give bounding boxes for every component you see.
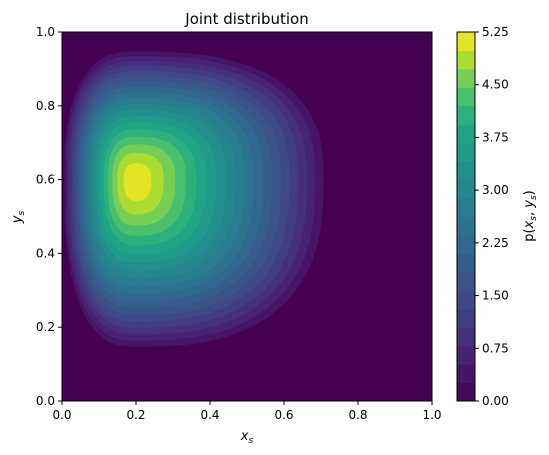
- colorbar-segment: [457, 87, 475, 107]
- plot-frame: [61, 31, 433, 402]
- colorbar-segment: [457, 327, 475, 347]
- y-tick-label: 0.6: [36, 173, 55, 187]
- colorbar-segment: [457, 382, 475, 402]
- colorbar-segment: [457, 68, 475, 88]
- colorbar-segment: [457, 50, 475, 70]
- colorbar: 0.00 0.75 1.50 2.25 3.00 3.75 4.50 5.25: [456, 25, 509, 408]
- colorbar-tick-label: 1.50: [482, 289, 509, 303]
- x-axis-label: xs: [240, 429, 254, 446]
- x-tick-label: 0.0: [52, 408, 71, 422]
- colorbar-segment: [457, 161, 475, 181]
- y-tick-label: 0.2: [36, 320, 55, 334]
- x-tick-label: 0.4: [200, 408, 219, 422]
- x-tick-label: 0.8: [348, 408, 367, 422]
- colorbar-segment: [457, 308, 475, 328]
- colorbar-segment: [457, 290, 475, 310]
- colorbar-tick-label: 5.25: [482, 25, 509, 39]
- colorbar-segment: [457, 124, 475, 144]
- colorbar-tick-label: 0.75: [482, 341, 509, 355]
- colorbar-segment: [457, 364, 475, 384]
- colorbar-segment: [457, 142, 475, 162]
- colorbar-segment: [457, 198, 475, 217]
- colorbar-segment: [457, 32, 475, 51]
- contour-bands: [64, 51, 324, 347]
- colorbar-tick-label: 4.50: [482, 78, 509, 92]
- colorbar-tick-label: 3.75: [482, 130, 509, 144]
- x-axis: 0.0 0.2 0.4 0.6 0.8 1.0: [52, 401, 442, 422]
- colorbar-frame: [456, 31, 476, 402]
- colorbar-segment: [457, 253, 475, 273]
- colorbar-segment: [457, 345, 475, 365]
- colorbar-segment: [457, 105, 475, 125]
- colorbar-tick-label: 0.00: [482, 394, 509, 408]
- y-tick-label: 0.4: [36, 246, 55, 260]
- x-tick-label: 1.0: [422, 408, 441, 422]
- y-tick-label: 0.0: [36, 394, 55, 408]
- colorbar-tick-label: 3.00: [482, 183, 509, 197]
- x-tick-label: 0.2: [126, 408, 145, 422]
- x-tick-label: 0.6: [274, 408, 293, 422]
- y-tick-label: 0.8: [36, 99, 55, 113]
- plot-area: [62, 32, 432, 401]
- y-tick-label: 1.0: [36, 25, 55, 39]
- contour-band-19: [123, 163, 152, 201]
- y-axis-label: ys: [10, 211, 27, 225]
- colorbar-segment: [457, 271, 475, 291]
- y-axis: 0.0 0.2 0.4 0.6 0.8 1.0: [36, 25, 62, 408]
- colorbar-tick-label: 2.25: [482, 236, 509, 250]
- colorbar-segment: [457, 216, 475, 236]
- chart-title: Joint distribution: [184, 10, 308, 28]
- colorbar-segment: [457, 179, 475, 199]
- colorbar-segment: [457, 234, 475, 254]
- colorbar-label: p(xs, ys): [522, 190, 539, 241]
